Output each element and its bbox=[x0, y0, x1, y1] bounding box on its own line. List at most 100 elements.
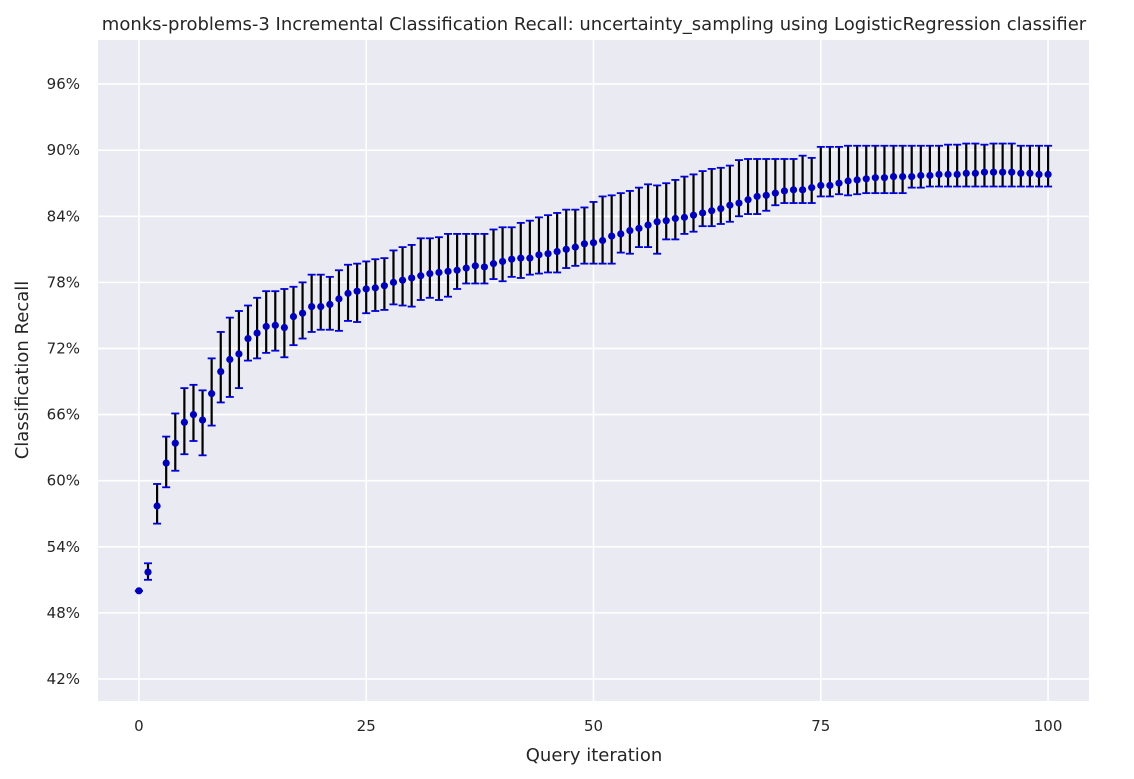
data-point bbox=[771, 189, 779, 197]
error-bar bbox=[244, 304, 253, 362]
data-point bbox=[517, 254, 525, 262]
data-point bbox=[680, 213, 689, 221]
error-bar bbox=[753, 158, 762, 215]
data-point bbox=[308, 303, 316, 311]
error-bar bbox=[644, 183, 653, 249]
error-bar bbox=[625, 190, 634, 255]
data-point bbox=[589, 239, 598, 247]
data-point bbox=[226, 355, 234, 364]
error-bar bbox=[744, 158, 753, 215]
error-bar bbox=[916, 144, 925, 189]
data-point bbox=[326, 300, 334, 308]
data-point bbox=[435, 268, 443, 277]
error-bar bbox=[844, 144, 853, 197]
data-point bbox=[617, 230, 625, 238]
data-point bbox=[189, 410, 198, 419]
y-tick-label: 60% bbox=[47, 472, 80, 490]
data-point bbox=[808, 184, 816, 192]
y-tick-label: 90% bbox=[47, 141, 80, 159]
data-point bbox=[762, 191, 770, 199]
data-point bbox=[962, 169, 970, 177]
y-axis-label: Classification Recall bbox=[12, 281, 33, 460]
error-bar bbox=[1016, 144, 1025, 188]
data-point bbox=[462, 264, 470, 272]
data-point bbox=[208, 390, 216, 398]
error-bar bbox=[453, 232, 462, 290]
data-point bbox=[526, 254, 534, 262]
y-tick-label: 54% bbox=[47, 538, 80, 556]
data-point bbox=[671, 214, 679, 223]
data-point bbox=[971, 169, 979, 177]
data-point bbox=[1044, 170, 1052, 179]
y-tick-label: 42% bbox=[47, 670, 80, 688]
error-bar bbox=[662, 182, 671, 241]
data-point bbox=[153, 502, 161, 510]
data-point bbox=[353, 287, 361, 295]
data-point bbox=[917, 171, 925, 180]
data-point bbox=[580, 240, 589, 248]
error-bar bbox=[262, 290, 271, 354]
data-point bbox=[699, 209, 707, 217]
data-point bbox=[180, 418, 188, 426]
data-point bbox=[689, 211, 698, 219]
error-bar bbox=[589, 201, 598, 265]
data-point bbox=[426, 269, 434, 278]
error-bar bbox=[234, 310, 243, 390]
data-point bbox=[717, 204, 725, 213]
error-bar bbox=[789, 158, 798, 204]
error-bar bbox=[953, 143, 962, 188]
error-bar bbox=[425, 237, 434, 299]
error-bar bbox=[516, 221, 525, 279]
error-bar bbox=[880, 144, 889, 195]
y-tick-label: 48% bbox=[47, 604, 80, 622]
data-point bbox=[953, 170, 961, 179]
data-point bbox=[799, 186, 807, 194]
error-bar bbox=[944, 143, 953, 188]
data-point bbox=[371, 284, 379, 292]
data-point bbox=[753, 192, 761, 201]
data-point bbox=[389, 278, 398, 286]
error-bar bbox=[716, 166, 725, 225]
chart-title: monks-problems-3 Incremental Classificat… bbox=[102, 14, 1087, 35]
x-tick-label: 25 bbox=[357, 717, 376, 735]
error-bar bbox=[271, 290, 280, 352]
error-bar bbox=[634, 186, 643, 249]
data-point bbox=[789, 186, 798, 194]
error-bar bbox=[462, 232, 471, 285]
data-point bbox=[944, 170, 952, 179]
error-bar bbox=[998, 142, 1007, 188]
data-point bbox=[380, 282, 388, 290]
error-bar bbox=[771, 158, 780, 207]
error-bar bbox=[989, 142, 998, 188]
data-point bbox=[989, 168, 998, 176]
error-bar bbox=[962, 142, 971, 188]
data-point bbox=[780, 187, 789, 195]
data-point bbox=[417, 272, 425, 280]
data-point bbox=[862, 175, 870, 183]
error-bar bbox=[471, 232, 480, 285]
error-bar bbox=[534, 216, 543, 275]
error-bar bbox=[853, 144, 862, 196]
error-bar bbox=[444, 232, 453, 298]
data-point bbox=[926, 171, 934, 180]
error-bar bbox=[607, 194, 616, 265]
error-bar bbox=[798, 154, 807, 204]
data-point bbox=[489, 260, 498, 268]
data-point bbox=[544, 250, 552, 258]
y-tick-label: 96% bbox=[47, 75, 80, 93]
error-bar bbox=[725, 164, 734, 223]
error-bar bbox=[580, 206, 589, 265]
error-bar bbox=[507, 226, 516, 278]
data-point bbox=[889, 173, 898, 181]
data-point bbox=[398, 276, 407, 284]
data-point bbox=[744, 196, 752, 204]
error-bar bbox=[807, 156, 816, 204]
data-point bbox=[980, 168, 989, 176]
data-point bbox=[135, 587, 143, 595]
data-point bbox=[217, 368, 225, 376]
error-bar bbox=[689, 173, 698, 233]
data-point bbox=[144, 568, 152, 576]
data-point bbox=[626, 226, 634, 235]
y-tick-label: 84% bbox=[47, 207, 80, 225]
